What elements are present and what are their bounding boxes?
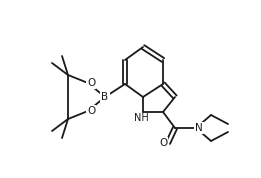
Text: O: O [159, 138, 167, 148]
Text: N: N [195, 123, 203, 133]
Text: O: O [87, 78, 95, 88]
Text: B: B [102, 92, 109, 102]
Text: O: O [87, 106, 95, 116]
Text: NH: NH [134, 113, 148, 123]
